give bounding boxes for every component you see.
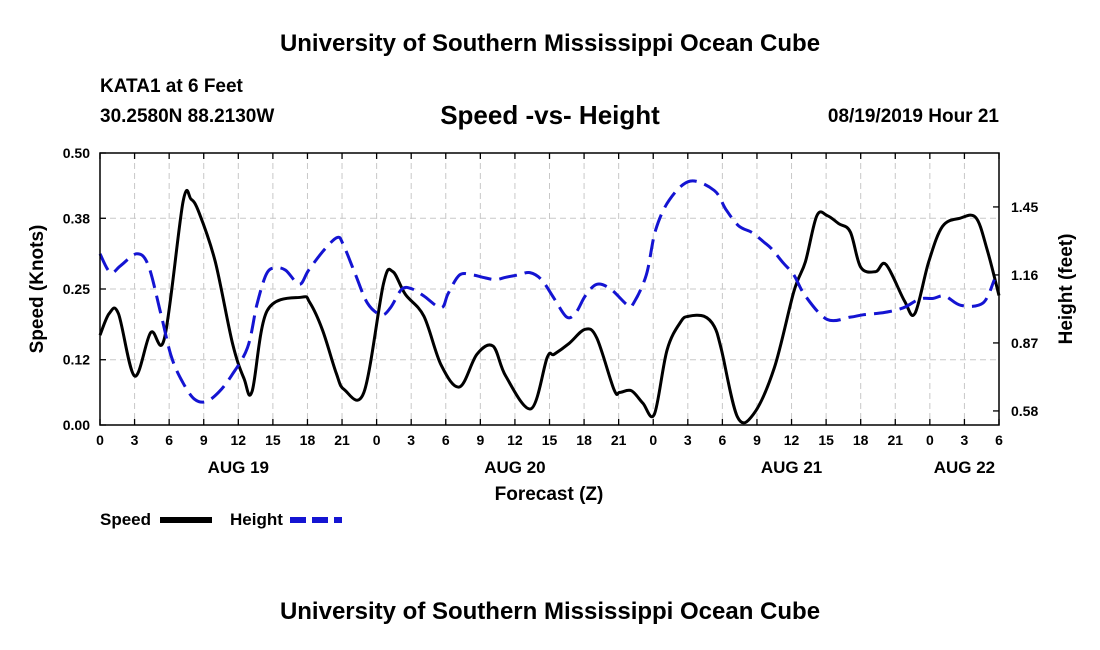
- x-tick-label: 21: [887, 432, 903, 448]
- x-tick-label: 0: [96, 432, 104, 448]
- x-tick-label: 3: [684, 432, 692, 448]
- x-date-label: AUG 21: [761, 458, 822, 477]
- x-tick-label: 21: [611, 432, 627, 448]
- y2-tick-label: 1.16: [1011, 267, 1038, 283]
- x-tick-label: 12: [784, 432, 800, 448]
- x-tick-label: 0: [926, 432, 934, 448]
- y-tick-label: 0.25: [63, 281, 90, 297]
- x-tick-label: 12: [231, 432, 247, 448]
- page-title: University of Southern Mississippi Ocean…: [279, 30, 821, 57]
- x-tick-label: 0: [649, 432, 657, 448]
- station-label: KATA1 at 6 Feet: [100, 76, 243, 97]
- x-tick-label: 6: [718, 432, 726, 448]
- x-date-label: AUG 20: [484, 458, 545, 477]
- series-line-height: [98, 179, 996, 404]
- x-tick-label: 9: [200, 432, 208, 448]
- x-tick-label: 15: [542, 432, 558, 448]
- x-tick-label: 6: [442, 432, 450, 448]
- x-tick-label: 18: [853, 432, 869, 448]
- x-tick-label: 12: [507, 432, 523, 448]
- legend-label-height: Height: [230, 510, 283, 529]
- x-tick-label: 9: [476, 432, 484, 448]
- axes: 0 3 6 9 12 15 18 21 0 3 6 9 12 15 18 21 0 3 6 9 12 15 18 21 0 3 6A…: [63, 145, 1039, 477]
- grid: [100, 153, 999, 425]
- x-tick-label: 15: [818, 432, 834, 448]
- series-line-speed: [98, 188, 1001, 425]
- x-tick-label: 0: [373, 432, 381, 448]
- y2-axis-label: Height (feet): [1056, 234, 1077, 345]
- x-tick-label: 21: [334, 432, 350, 448]
- x-tick-label: 18: [576, 432, 592, 448]
- x-date-label: AUG 19: [208, 458, 269, 477]
- x-tick-label: 3: [961, 432, 969, 448]
- y-tick-label: 0.00: [63, 417, 90, 433]
- x-tick-label: 3: [407, 432, 415, 448]
- y2-tick-label: 1.45: [1011, 199, 1038, 215]
- legend: Speed Height: [100, 510, 342, 529]
- x-tick-label: 9: [753, 432, 761, 448]
- x-axis-label: Forecast (Z): [495, 484, 604, 505]
- series-layer: [98, 179, 1001, 425]
- x-tick-label: 3: [131, 432, 139, 448]
- y2-tick-label: 0.58: [1011, 403, 1038, 419]
- legend-label-speed: Speed: [100, 510, 151, 529]
- footer-title: University of Southern Mississippi Ocean…: [279, 598, 821, 625]
- y-tick-label: 0.38: [63, 210, 90, 226]
- chart-title: Speed -vs- Height: [440, 100, 660, 130]
- y-tick-label: 0.12: [63, 352, 90, 368]
- y2-tick-label: 0.87: [1011, 335, 1038, 351]
- station-coordinates: 30.2580N 88.2130W: [100, 106, 275, 127]
- x-date-label: AUG 22: [934, 458, 995, 477]
- x-tick-label: 18: [300, 432, 316, 448]
- y-axis-label: Speed (Knots): [27, 225, 48, 354]
- x-tick-label: 6: [995, 432, 1003, 448]
- x-tick-label: 6: [165, 432, 173, 448]
- y-tick-label: 0.50: [63, 145, 90, 161]
- forecast-datetime: 08/19/2019 Hour 21: [827, 106, 999, 127]
- x-tick-label: 15: [265, 432, 281, 448]
